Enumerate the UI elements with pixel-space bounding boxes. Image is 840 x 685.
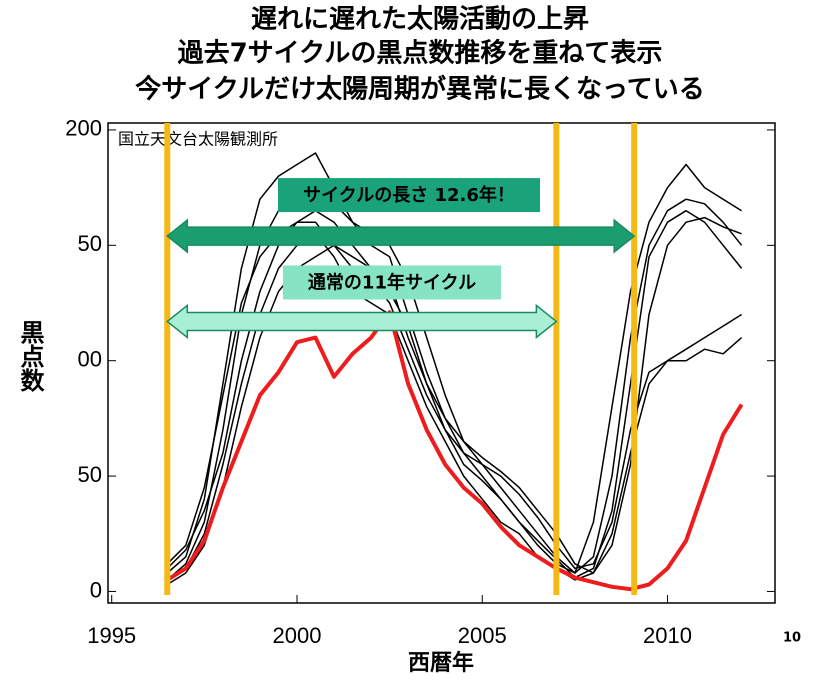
series-line [166,221,743,570]
series-line [166,152,742,574]
y-tick-label: 0 [90,577,102,602]
annotation: 国立天文台太陽観測所 [118,130,278,149]
y-tick-label: 200 [65,116,102,141]
y-tick-label: 50 [78,462,102,487]
series-line [166,233,742,581]
title-line: 今サイクルだけ太陽周期が異常に長くなっている [135,74,704,105]
x-tick-label: 2010 [643,623,692,648]
y-tick-label: 00 [78,347,102,372]
arrow-label: 通常の11年サイクル [308,271,476,293]
y-tick-label: 50 [78,231,102,256]
arrow-label: サイクルの長さ 12.6年！ [303,184,515,206]
arrow-label-box [283,265,501,300]
arrow-label-box [278,178,540,213]
x-tick-label: 2005 [458,623,507,648]
title-line: 遅れに遅れた太陽活動の上昇 [251,5,589,35]
page-number: 10 [783,631,801,646]
title-line: 過去7サイクルの黒点数推移を重ねて表示 [178,38,663,69]
x-axis-label: 西暦年 [408,650,474,676]
x-tick-label: 1995 [87,623,136,648]
double-arrow [166,218,636,254]
series-line [166,310,744,592]
plot-frame [107,122,776,604]
x-tick-label: 2000 [273,623,322,648]
double-arrow [166,303,558,340]
y-axis-label: 黒点数 [16,320,44,393]
series-line [166,186,743,581]
series-line [166,209,743,579]
